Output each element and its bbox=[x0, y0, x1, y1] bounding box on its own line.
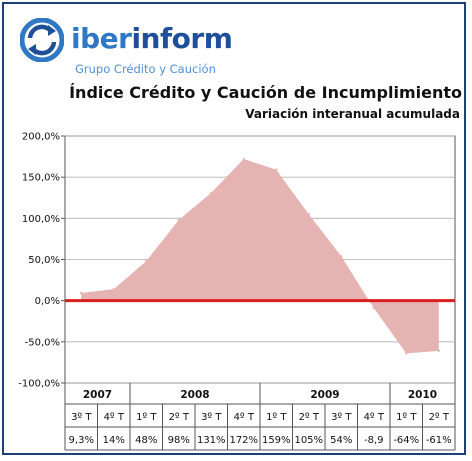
quarter-label: 1º T bbox=[266, 412, 287, 423]
brand-name: iberinform bbox=[71, 22, 233, 55]
quarter-label: 2º T bbox=[169, 412, 190, 423]
value-label: 131% bbox=[197, 435, 226, 446]
circular-arrows-logo-icon bbox=[20, 18, 64, 62]
chart-title: Índice Crédito y Caución de Incumplimien… bbox=[69, 83, 462, 102]
data-point bbox=[340, 255, 343, 258]
value-label: 9,3% bbox=[69, 435, 94, 446]
quarter-label: 4º T bbox=[234, 412, 255, 423]
chart-subtitle: Variación interanual acumulada bbox=[245, 107, 460, 121]
quarter-label: 1º T bbox=[136, 412, 157, 423]
y-tick-label: 100,0% bbox=[22, 214, 60, 225]
value-label: 14% bbox=[103, 435, 125, 446]
value-label: 98% bbox=[168, 435, 190, 446]
y-tick-label: 50,0% bbox=[28, 255, 60, 266]
value-label: 159% bbox=[262, 435, 291, 446]
data-point bbox=[437, 349, 440, 353]
value-label: 54% bbox=[330, 435, 352, 446]
data-point bbox=[372, 306, 375, 310]
area-series bbox=[81, 159, 439, 354]
quarter-label: 3º T bbox=[71, 412, 92, 423]
data-point bbox=[177, 218, 180, 222]
value-label: 172% bbox=[229, 435, 258, 446]
value-label: 105% bbox=[294, 435, 323, 446]
quarter-label: 1º T bbox=[396, 412, 417, 423]
data-point bbox=[210, 191, 213, 195]
y-tick-label: 150,0% bbox=[22, 173, 60, 184]
year-label: 2008 bbox=[180, 389, 209, 401]
value-label: -61% bbox=[426, 435, 452, 446]
y-tick-label: -50,0% bbox=[25, 337, 60, 348]
value-label: -64% bbox=[393, 435, 419, 446]
quarter-label: 4º T bbox=[364, 412, 385, 423]
quarter-label: 3º T bbox=[331, 412, 352, 423]
y-tick-label: 200,0% bbox=[22, 132, 60, 143]
data-point bbox=[145, 259, 148, 263]
data-point bbox=[242, 157, 245, 161]
quarter-label: 3º T bbox=[201, 412, 222, 423]
year-label: 2010 bbox=[408, 389, 437, 401]
value-label: 48% bbox=[135, 435, 157, 446]
brand-name-part1: iber bbox=[71, 22, 132, 55]
quarter-label: 2º T bbox=[299, 412, 320, 423]
brand-name-part2: inform bbox=[131, 22, 233, 55]
y-tick-label: -100,0% bbox=[18, 379, 60, 390]
quarter-label: 4º T bbox=[104, 412, 125, 423]
data-point bbox=[405, 352, 408, 355]
y-tick-label: 0,0% bbox=[35, 296, 60, 307]
year-label: 2009 bbox=[310, 389, 339, 401]
brand-tagline: Grupo Crédito y Caución bbox=[75, 62, 216, 76]
value-label: -8,9 bbox=[364, 435, 384, 446]
data-point bbox=[307, 213, 310, 216]
quarter-label: 2º T bbox=[429, 412, 450, 423]
data-point bbox=[112, 287, 115, 291]
year-label: 2007 bbox=[83, 389, 112, 401]
data-point bbox=[80, 291, 83, 295]
data-point bbox=[275, 168, 278, 171]
